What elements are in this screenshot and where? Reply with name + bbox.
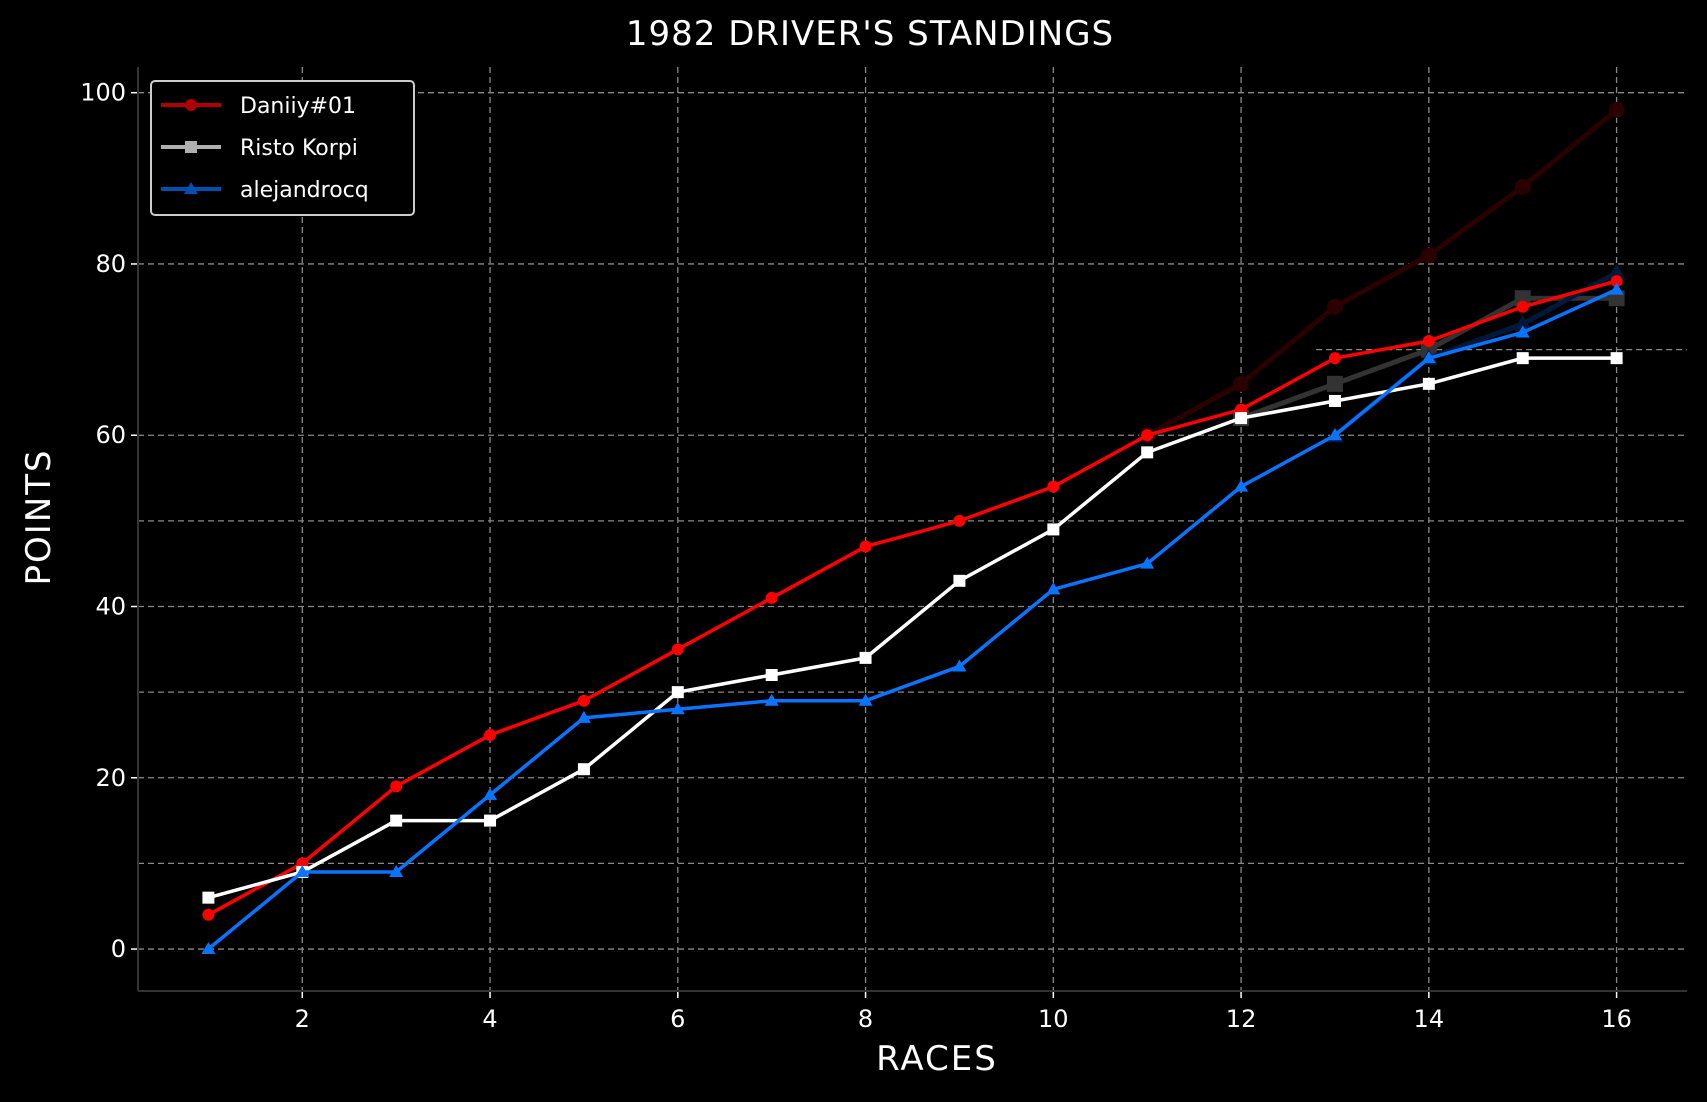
data-point-alejandrocq: [952, 659, 967, 672]
legend-label: Daniiy#01: [240, 94, 356, 119]
data-point-risto-korpi: [859, 651, 872, 664]
faded-data-point: [1420, 247, 1437, 264]
y-tick-label: 100: [80, 79, 126, 107]
data-point-risto-korpi: [1047, 523, 1060, 536]
y-tick-label: 80: [95, 250, 126, 278]
data-point-daniiy-01: [1610, 275, 1623, 288]
data-point-alejandrocq: [483, 787, 498, 800]
legend: Daniiy#01 Risto Korpi alejandrocq: [150, 80, 415, 216]
chart-title: 1982 DRIVER'S STANDINGS: [626, 14, 1114, 54]
x-tick-label: 2: [295, 1005, 310, 1033]
data-point-alejandrocq: [670, 702, 685, 715]
data-point-daniiy-01: [953, 514, 966, 527]
faded-data-point: [1326, 375, 1343, 392]
data-point-alejandrocq: [1140, 556, 1155, 569]
x-tick-label: 4: [482, 1005, 497, 1033]
x-tick-label: 16: [1601, 1005, 1632, 1033]
data-point-alejandrocq: [576, 710, 591, 723]
data-point-daniiy-01: [1047, 480, 1060, 493]
faded-data-point: [1514, 290, 1531, 307]
legend-label: Risto Korpi: [240, 136, 358, 161]
data-point-risto-korpi: [1610, 352, 1623, 365]
data-point-alejandrocq: [1609, 282, 1624, 295]
x-tick-label: 10: [1038, 1005, 1069, 1033]
data-point-risto-korpi: [765, 669, 778, 682]
data-point-risto-korpi: [671, 686, 684, 699]
faded-data-point: [1608, 101, 1625, 118]
legend-marker: [184, 182, 198, 194]
data-point-alejandrocq: [201, 942, 216, 955]
data-point-daniiy-01: [671, 643, 684, 656]
series-line-alejandrocq: [207, 288, 1618, 951]
data-point-alejandrocq: [1046, 582, 1061, 595]
faded-series-line-2: [1333, 270, 1618, 438]
x-tick-label: 8: [858, 1005, 873, 1033]
data-point-daniiy-01: [1328, 352, 1341, 365]
data-point-alejandrocq: [1421, 351, 1436, 364]
data-point-risto-korpi: [390, 814, 403, 827]
data-point-risto-korpi: [1235, 412, 1248, 425]
grid: [138, 67, 1687, 991]
data-point-daniiy-01: [1422, 335, 1435, 348]
data-point-risto-korpi: [953, 574, 966, 587]
data-point-daniiy-01: [859, 540, 872, 553]
x-axis-label: RACES: [876, 1039, 998, 1079]
data-point-alejandrocq: [295, 864, 310, 877]
x-tick-label: 12: [1226, 1005, 1257, 1033]
series-line-daniiy-01: [207, 279, 1618, 917]
y-tick-label: 40: [95, 592, 126, 620]
legend-marker: [185, 141, 197, 153]
data-point-daniiy-01: [390, 780, 403, 793]
series-lines: [201, 101, 1626, 955]
y-tick-label: 0: [111, 935, 126, 963]
data-point-alejandrocq: [389, 864, 404, 877]
data-point-alejandrocq: [858, 693, 873, 706]
data-point-risto-korpi: [202, 891, 215, 904]
series-line-risto-korpi: [207, 356, 1617, 900]
x-tick-label: 6: [670, 1005, 685, 1033]
data-point-risto-korpi: [1422, 377, 1435, 390]
data-point-daniiy-01: [1141, 429, 1154, 442]
data-point-daniiy-01: [765, 591, 778, 604]
faded-data-point: [1607, 263, 1626, 280]
faded-series-line-0: [1145, 107, 1619, 438]
data-point-alejandrocq: [1327, 428, 1342, 441]
data-point-risto-korpi: [1328, 394, 1341, 407]
axes: 2 4 6 8 10 12 14 16 0 20 40 60 80 100: [80, 67, 1687, 1033]
x-tick-label: 14: [1414, 1005, 1445, 1033]
y-axis-label: POINTS: [19, 448, 59, 585]
data-point-risto-korpi: [484, 814, 497, 827]
legend-marker: [185, 99, 197, 111]
faded-data-point: [1513, 314, 1532, 331]
data-point-daniiy-01: [1516, 300, 1529, 313]
faded-data-point: [1326, 298, 1343, 315]
legend-box: [150, 80, 415, 216]
data-point-risto-korpi: [1516, 352, 1529, 365]
data-point-risto-korpi: [577, 763, 590, 776]
legend-label: alejandrocq: [240, 178, 369, 203]
data-point-alejandrocq: [1234, 479, 1249, 492]
y-tick-label: 60: [95, 421, 126, 449]
data-point-risto-korpi: [1141, 446, 1154, 459]
data-point-alejandrocq: [764, 693, 779, 706]
data-point-alejandrocq: [1515, 325, 1530, 338]
data-point-daniiy-01: [484, 728, 497, 741]
faded-data-point: [1514, 178, 1531, 195]
data-point-daniiy-01: [577, 694, 590, 707]
y-tick-label: 20: [95, 764, 126, 792]
data-point-daniiy-01: [202, 908, 215, 921]
faded-data-point: [1233, 375, 1250, 392]
